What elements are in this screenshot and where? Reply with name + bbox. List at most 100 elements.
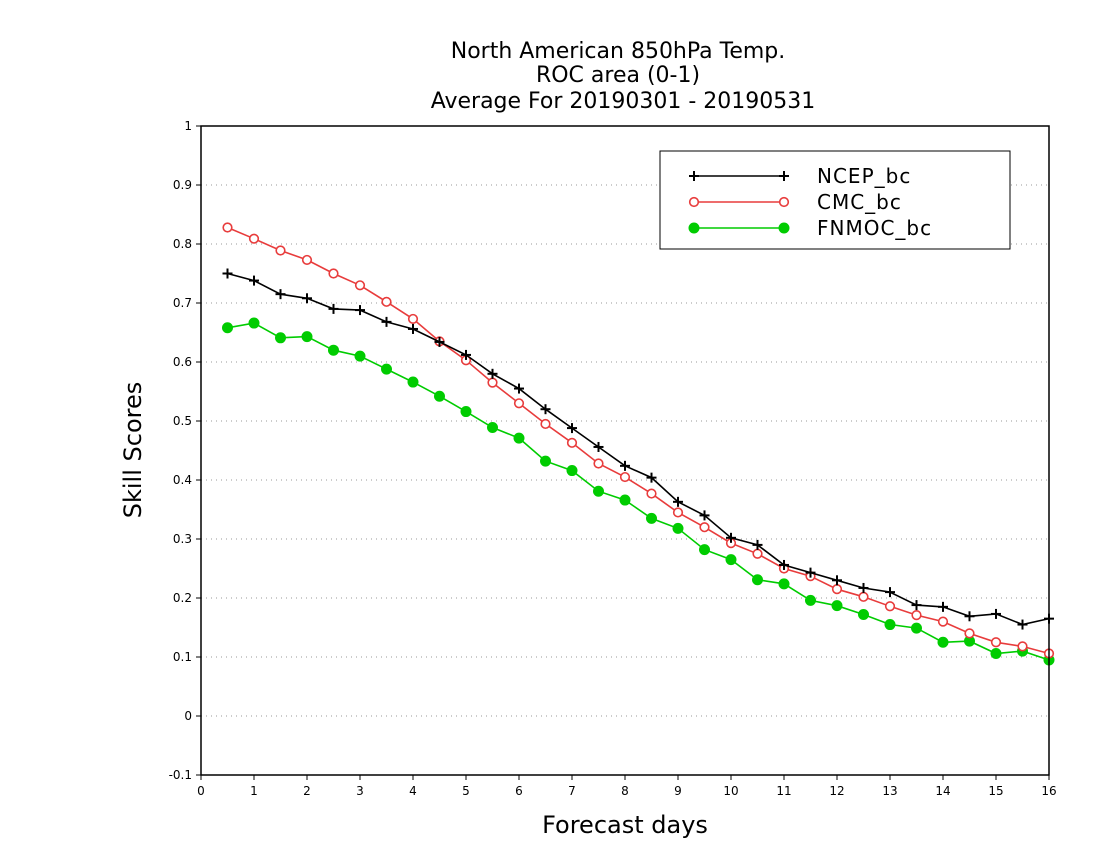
data-point-cmc-bc xyxy=(513,398,525,409)
x-tick-label: 7 xyxy=(568,784,576,798)
data-point-fnmoc-bc xyxy=(699,544,710,556)
x-tick-label: 15 xyxy=(988,784,1003,798)
data-point-cmc-bc xyxy=(964,628,975,639)
x-tick-label: 12 xyxy=(829,784,844,798)
data-point-cmc-bc xyxy=(407,313,419,325)
data-point-cmc-bc xyxy=(301,254,313,266)
data-point-ncep-bc xyxy=(832,575,842,586)
grid-lines xyxy=(201,184,1049,717)
y-tick-label: 0.7 xyxy=(173,296,192,310)
y-tick-label: 0.6 xyxy=(173,355,192,369)
data-point-ncep-bc xyxy=(620,460,630,471)
data-point-fnmoc-bc xyxy=(354,350,366,362)
data-point-ncep-bc xyxy=(752,539,763,550)
legend-item-ncep-bc: NCEP_bc xyxy=(689,164,911,188)
data-point-cmc-bc xyxy=(990,637,1002,648)
data-point-fnmoc-bc xyxy=(646,512,657,524)
y-tick-label: 0.9 xyxy=(173,178,192,192)
data-point-cmc-bc xyxy=(328,268,339,279)
data-point-ncep-bc xyxy=(434,336,445,347)
data-point-fnmoc-bc xyxy=(619,494,631,506)
data-point-fnmoc-bc xyxy=(937,636,949,648)
y-tick-label: 0.1 xyxy=(173,650,192,664)
data-point-fnmoc-bc xyxy=(752,574,763,586)
legend-marker xyxy=(778,222,790,234)
data-point-fnmoc-bc xyxy=(884,619,896,631)
data-point-cmc-bc xyxy=(487,377,498,388)
x-tick-label: 10 xyxy=(723,784,738,798)
data-point-fnmoc-bc xyxy=(513,432,525,444)
series-line-fnmoc-bc xyxy=(227,322,1050,661)
data-point-ncep-bc xyxy=(461,349,471,360)
data-point-ncep-bc xyxy=(487,368,498,379)
x-tick-label: 14 xyxy=(935,784,950,798)
legend-label: CMC_bc xyxy=(817,190,902,214)
data-point-cmc-bc xyxy=(858,591,869,602)
legend-marker xyxy=(778,196,790,208)
data-point-fnmoc-bc xyxy=(911,622,922,634)
x-tick-label: 5 xyxy=(462,784,470,798)
data-point-ncep-bc xyxy=(938,601,948,612)
data-point-ncep-bc xyxy=(673,496,683,507)
series-line-ncep-bc xyxy=(227,272,1050,626)
tick-labels: -0.100.10.20.30.40.50.60.70.80.910 1 2 3 4 5 6… xyxy=(169,119,1057,798)
data-point-ncep-bc xyxy=(249,275,259,286)
legend-item-cmc-bc: CMC_bc xyxy=(688,190,902,214)
series-ncep-bc xyxy=(222,268,1054,630)
y-tick-label: 0.5 xyxy=(173,414,192,428)
data-point-fnmoc-bc xyxy=(434,390,445,402)
series-cmc-bc xyxy=(222,222,1055,659)
data-point-ncep-bc xyxy=(885,587,895,598)
plot-frame xyxy=(200,125,1050,776)
data-point-fnmoc-bc xyxy=(805,594,816,606)
y-tick-label: -0.1 xyxy=(169,768,192,782)
legend-marker xyxy=(689,171,699,181)
x-tick-label: 13 xyxy=(882,784,897,798)
data-point-ncep-bc xyxy=(1017,619,1028,630)
data-point-fnmoc-bc xyxy=(593,485,604,497)
data-point-ncep-bc xyxy=(779,559,789,570)
data-point-fnmoc-bc xyxy=(778,578,790,590)
series-line-cmc-bc xyxy=(227,226,1050,655)
data-point-ncep-bc xyxy=(540,404,551,415)
legend-label: NCEP_bc xyxy=(817,164,911,188)
data-point-ncep-bc xyxy=(355,305,365,316)
data-point-ncep-bc xyxy=(408,323,418,334)
axis-ticks xyxy=(196,125,1050,780)
data-point-cmc-bc xyxy=(566,437,578,448)
y-tick-label: 1 xyxy=(184,119,192,133)
data-point-fnmoc-bc xyxy=(831,600,843,612)
data-point-ncep-bc xyxy=(275,289,286,300)
data-point-cmc-bc xyxy=(354,280,366,291)
data-point-fnmoc-bc xyxy=(248,317,260,329)
legend-item-fnmoc-bc: FNMOC_bc xyxy=(688,216,931,240)
data-point-fnmoc-bc xyxy=(222,322,233,334)
x-tick-label: 8 xyxy=(621,784,629,798)
data-point-ncep-bc xyxy=(328,303,339,314)
data-point-ncep-bc xyxy=(726,532,736,543)
data-point-ncep-bc xyxy=(514,383,524,394)
data-point-cmc-bc xyxy=(699,522,710,533)
data-point-fnmoc-bc xyxy=(540,455,551,467)
data-point-ncep-bc xyxy=(699,510,710,521)
x-tick-label: 0 xyxy=(197,784,205,798)
data-point-fnmoc-bc xyxy=(487,421,498,433)
data-point-ncep-bc xyxy=(805,567,816,578)
x-tick-label: 1 xyxy=(250,784,258,798)
legend-marker xyxy=(688,196,700,208)
data-point-cmc-bc xyxy=(911,610,922,621)
x-tick-label: 4 xyxy=(409,784,417,798)
series-fnmoc-bc xyxy=(222,317,1055,666)
data-point-fnmoc-bc xyxy=(858,609,869,621)
x-tick-label: 6 xyxy=(515,784,523,798)
data-point-fnmoc-bc xyxy=(301,331,313,343)
data-point-ncep-bc xyxy=(991,608,1001,619)
y-tick-label: 0.3 xyxy=(173,532,192,546)
data-point-ncep-bc xyxy=(964,611,975,622)
data-point-fnmoc-bc xyxy=(381,363,392,375)
data-point-cmc-bc xyxy=(1017,641,1028,652)
data-point-cmc-bc xyxy=(248,233,260,244)
data-point-fnmoc-bc xyxy=(672,522,684,534)
